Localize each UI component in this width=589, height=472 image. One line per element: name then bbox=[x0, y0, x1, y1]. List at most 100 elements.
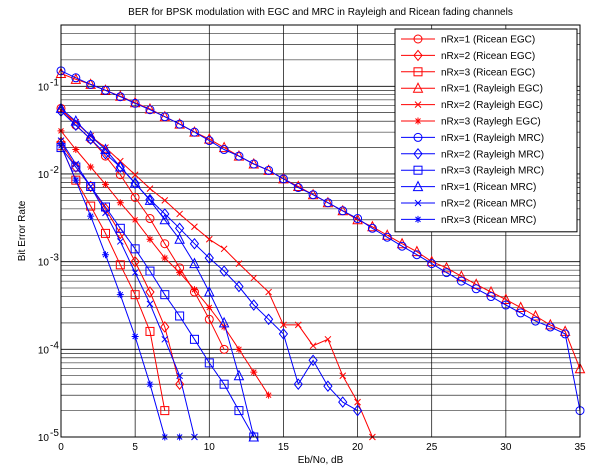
y-tick-label: 10 bbox=[38, 433, 50, 444]
data-point bbox=[190, 286, 198, 294]
data-point bbox=[87, 183, 95, 190]
y-tick-exponent: -5 bbox=[50, 428, 59, 439]
y-tick-label: 10 bbox=[38, 82, 50, 93]
data-point bbox=[367, 223, 377, 233]
data-point bbox=[115, 161, 125, 173]
series-line bbox=[60, 70, 581, 411]
data-point bbox=[324, 335, 332, 343]
y-tick-label: 10 bbox=[38, 258, 50, 269]
data-point bbox=[294, 321, 302, 329]
data-point bbox=[86, 181, 96, 191]
legend-label: nRx=3 (Ricean EGC) bbox=[441, 67, 535, 78]
data-point bbox=[204, 358, 214, 368]
data-point bbox=[382, 232, 392, 242]
data-point bbox=[412, 250, 422, 260]
series-7 bbox=[56, 66, 585, 416]
data-point bbox=[189, 334, 199, 344]
data-point bbox=[87, 212, 95, 220]
legend-marker bbox=[414, 199, 422, 207]
data-point bbox=[203, 132, 215, 144]
legend-entry: nRx=1 (Rayleigh MRC) bbox=[401, 132, 544, 144]
data-point bbox=[146, 380, 154, 388]
data-point bbox=[145, 214, 155, 224]
data-point bbox=[220, 245, 228, 253]
series-10 bbox=[55, 102, 260, 442]
legend-label: nRx=3 (Raylegh EGC) bbox=[441, 117, 541, 128]
y-tick-exponent: -2 bbox=[50, 165, 59, 176]
data-point bbox=[161, 254, 169, 262]
data-point bbox=[486, 292, 496, 302]
legend-entry: nRx=1 (Rayleigh EGC) bbox=[401, 82, 543, 95]
data-point bbox=[146, 235, 154, 243]
data-point bbox=[293, 183, 303, 193]
legend-box bbox=[394, 28, 578, 233]
data-point bbox=[203, 285, 215, 297]
data-point bbox=[545, 322, 555, 332]
data-point bbox=[441, 261, 452, 273]
data-point bbox=[87, 163, 95, 171]
data-point bbox=[427, 259, 437, 269]
data-point bbox=[146, 300, 154, 308]
x-tick-label: 20 bbox=[352, 442, 364, 453]
data-point bbox=[249, 159, 259, 169]
legend-entry: nRx=3 (Ricean MRC) bbox=[401, 215, 536, 226]
data-point bbox=[353, 214, 363, 224]
x-tick-label: 15 bbox=[278, 442, 290, 453]
data-point bbox=[471, 284, 481, 294]
data-point bbox=[116, 199, 124, 207]
legend-label: nRx=1 (Rayleigh MRC) bbox=[441, 133, 544, 144]
data-point bbox=[159, 213, 171, 225]
data-point bbox=[161, 197, 169, 204]
series-layer bbox=[55, 66, 586, 442]
legend-marker bbox=[414, 101, 422, 108]
data-point bbox=[189, 237, 200, 250]
x-tick-label: 10 bbox=[204, 442, 216, 453]
data-point bbox=[72, 160, 80, 168]
data-point bbox=[189, 257, 200, 269]
legend-label: nRx=1 (Ricean EGC) bbox=[441, 35, 535, 46]
series-line bbox=[60, 140, 195, 438]
data-point bbox=[71, 162, 81, 172]
data-point bbox=[145, 266, 155, 276]
data-point bbox=[516, 308, 526, 318]
data-point bbox=[219, 145, 229, 155]
data-point bbox=[160, 112, 170, 122]
legend-label: nRx=2 (Rayleigh EGC) bbox=[441, 100, 543, 111]
data-point bbox=[293, 378, 303, 391]
legend-label: nRx=1 (Ricean MRC) bbox=[441, 182, 536, 193]
data-point bbox=[100, 85, 110, 95]
legend-marker bbox=[413, 34, 423, 44]
data-point bbox=[191, 223, 198, 231]
data-point bbox=[308, 190, 318, 200]
data-point bbox=[339, 372, 347, 380]
series-line bbox=[60, 110, 373, 438]
data-point bbox=[500, 293, 512, 305]
x-tick-label: 0 bbox=[58, 442, 64, 453]
data-point bbox=[250, 368, 258, 376]
data-point bbox=[100, 228, 110, 238]
data-point bbox=[131, 216, 139, 224]
series-5 bbox=[57, 107, 376, 441]
data-point bbox=[354, 398, 361, 406]
data-point bbox=[130, 98, 140, 108]
data-point bbox=[234, 151, 244, 161]
data-point bbox=[530, 309, 541, 321]
data-point bbox=[309, 342, 317, 350]
data-point bbox=[219, 379, 229, 389]
legend: nRx=1 (Ricean EGC) nRx=2 (Ricean EGC) nRx=… bbox=[394, 28, 578, 233]
data-point bbox=[72, 146, 80, 154]
data-point bbox=[219, 344, 229, 354]
data-point bbox=[381, 229, 393, 240]
series-line bbox=[60, 108, 255, 438]
data-point bbox=[70, 115, 82, 126]
legend-marker bbox=[412, 82, 424, 93]
legend-marker bbox=[413, 49, 423, 62]
data-point bbox=[160, 290, 170, 300]
data-point bbox=[397, 241, 407, 251]
data-point bbox=[426, 255, 438, 267]
data-point bbox=[101, 180, 109, 188]
data-point bbox=[280, 321, 287, 329]
data-point bbox=[265, 288, 272, 296]
data-point bbox=[100, 143, 111, 155]
legend-entry: nRx=3 (Rayleigh MRC) bbox=[401, 165, 544, 177]
